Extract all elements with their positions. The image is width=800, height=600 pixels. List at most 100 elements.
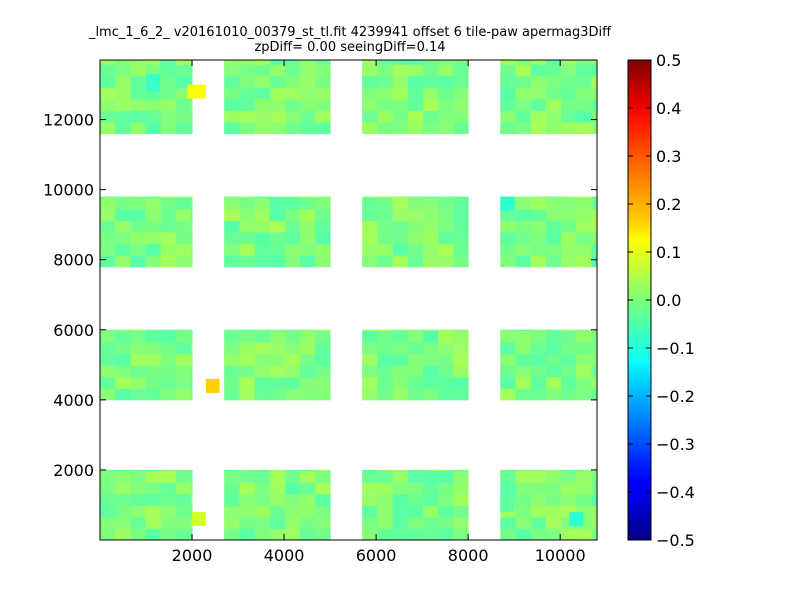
heatmap-cell (362, 75, 378, 88)
heatmap-cell (284, 255, 301, 268)
heatmap-cell (300, 376, 316, 389)
heatmap-cell (239, 365, 256, 378)
heatmap-cell (100, 505, 116, 518)
heatmap-cell (392, 376, 409, 389)
heatmap-cell (500, 255, 517, 268)
heatmap-cell (284, 60, 301, 65)
heatmap-cell (315, 110, 331, 123)
heatmap-cell (191, 388, 193, 401)
heatmap-cell (392, 342, 409, 355)
heatmap-cell (530, 98, 547, 111)
heatmap-cell (145, 470, 162, 483)
heatmap-cell (284, 64, 301, 77)
heatmap-cell (191, 469, 193, 472)
heatmap-cell (515, 482, 532, 495)
heatmap-cell (500, 110, 517, 123)
heatmap-cell (284, 122, 301, 135)
heatmap-cell (392, 208, 409, 221)
heatmap-cell (423, 528, 439, 540)
heatmap-cell (392, 87, 409, 100)
heatmap-cell (591, 243, 597, 256)
heatmap-cell (453, 196, 469, 198)
heatmap-cell (284, 208, 301, 221)
heatmap-cell (561, 388, 577, 401)
heatmap-cell (315, 64, 331, 77)
heatmap-cell (145, 232, 162, 245)
heatmap-cell (130, 122, 147, 135)
heatmap-cell (269, 376, 286, 389)
heatmap-cell (300, 255, 316, 268)
heatmap-cell (423, 220, 439, 233)
heatmap-cell (576, 243, 592, 256)
heatmap-cell (191, 376, 193, 389)
heatmap-cell (407, 516, 424, 529)
heatmap-cell (160, 197, 177, 210)
heatmap-cell (175, 528, 192, 540)
heatmap-cell (254, 196, 271, 198)
heatmap-cell (377, 208, 394, 221)
heatmap-cell (100, 516, 116, 529)
heatmap-cell (530, 469, 547, 472)
heatmap-cell (100, 110, 116, 123)
heatmap-cell (530, 365, 547, 378)
y-tick-label: 10000 (43, 181, 94, 200)
heatmap-cell (191, 208, 193, 221)
heatmap-cell (530, 196, 547, 198)
heatmap-cell (438, 232, 454, 245)
heatmap-cell (239, 87, 256, 100)
heatmap-cell (561, 208, 577, 221)
heatmap-cell (254, 243, 271, 256)
heatmap-cell (145, 255, 162, 268)
heatmap-cell (224, 98, 240, 111)
heatmap-cell (269, 482, 286, 495)
heatmap-cell (576, 64, 592, 77)
y-tick-label: 6000 (53, 321, 94, 340)
heatmap-cell (130, 87, 147, 100)
heatmap-cell (239, 505, 256, 518)
heatmap-cell (561, 365, 577, 378)
heatmap-cell (269, 197, 286, 210)
heatmap-cell (453, 110, 469, 123)
heatmap-cell (576, 122, 592, 135)
heatmap-cell (545, 122, 562, 135)
heatmap-cell (453, 243, 469, 256)
heatmap-cell (453, 505, 469, 518)
heatmap-cell (175, 243, 192, 256)
heatmap-cell (423, 516, 439, 529)
heatmap-cell (130, 255, 147, 268)
heatmap-cell (591, 342, 597, 355)
heatmap-cell (453, 353, 469, 366)
heatmap-cell (453, 482, 469, 495)
heatmap-cell (407, 365, 424, 378)
heatmap-cell (545, 196, 562, 198)
heatmap-cell (300, 330, 316, 343)
heatmap-cell (407, 98, 424, 111)
heatmap-cell (239, 220, 256, 233)
heatmap-cell (145, 220, 162, 233)
heatmap-cell (377, 376, 394, 389)
heatmap-cell (530, 493, 547, 506)
heatmap-cell (175, 376, 192, 389)
heatmap-cell (254, 353, 271, 366)
heatmap-cell (423, 388, 439, 401)
heatmap-cell (561, 342, 577, 355)
heatmap-cell (530, 388, 547, 401)
heatmap-cell (377, 528, 394, 540)
heatmap-cell (407, 220, 424, 233)
heatmap-cell (284, 342, 301, 355)
heatmap-cell (175, 470, 192, 483)
heatmap-cell (239, 243, 256, 256)
heatmap-cell (530, 232, 547, 245)
heatmap-cell (591, 330, 597, 343)
heatmap-cell (515, 110, 532, 123)
heatmap-cell (284, 516, 301, 529)
heatmap-cell (561, 376, 577, 389)
heatmap-cell (224, 376, 240, 389)
heatmap-cell (315, 255, 331, 268)
heatmap-cell (407, 87, 424, 100)
heatmap-cell (576, 482, 592, 495)
heatmap-cell (591, 220, 597, 233)
heatmap-cell (530, 64, 547, 77)
heatmap-cell (500, 497, 515, 512)
heatmap-cell (392, 220, 409, 233)
